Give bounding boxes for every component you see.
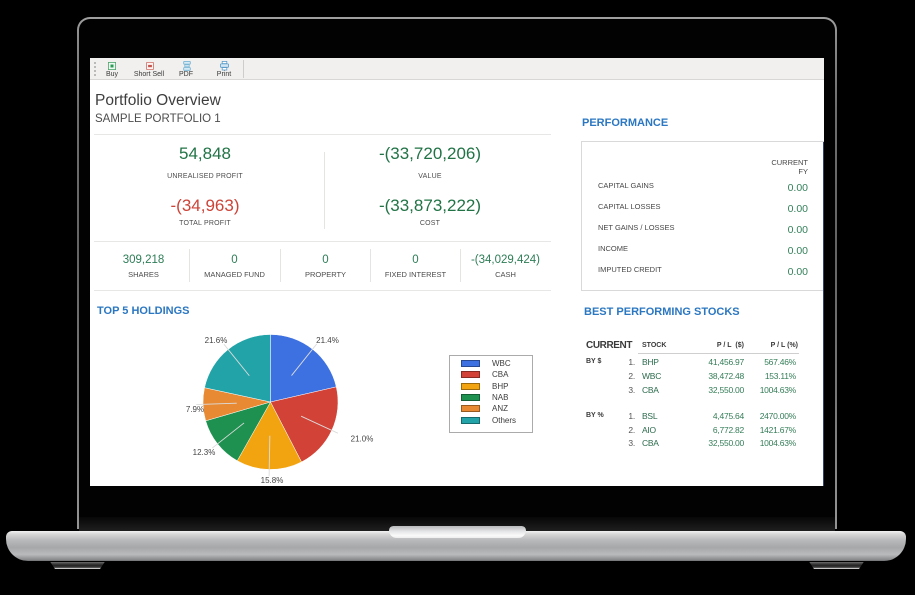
svg-text:21.4%: 21.4% [316,336,339,345]
svg-text:21.6%: 21.6% [205,336,228,345]
svg-text:7.9%: 7.9% [186,405,204,414]
svg-text:21.0%: 21.0% [351,434,374,443]
svg-text:12.3%: 12.3% [193,448,216,457]
svg-text:15.8%: 15.8% [261,476,284,485]
